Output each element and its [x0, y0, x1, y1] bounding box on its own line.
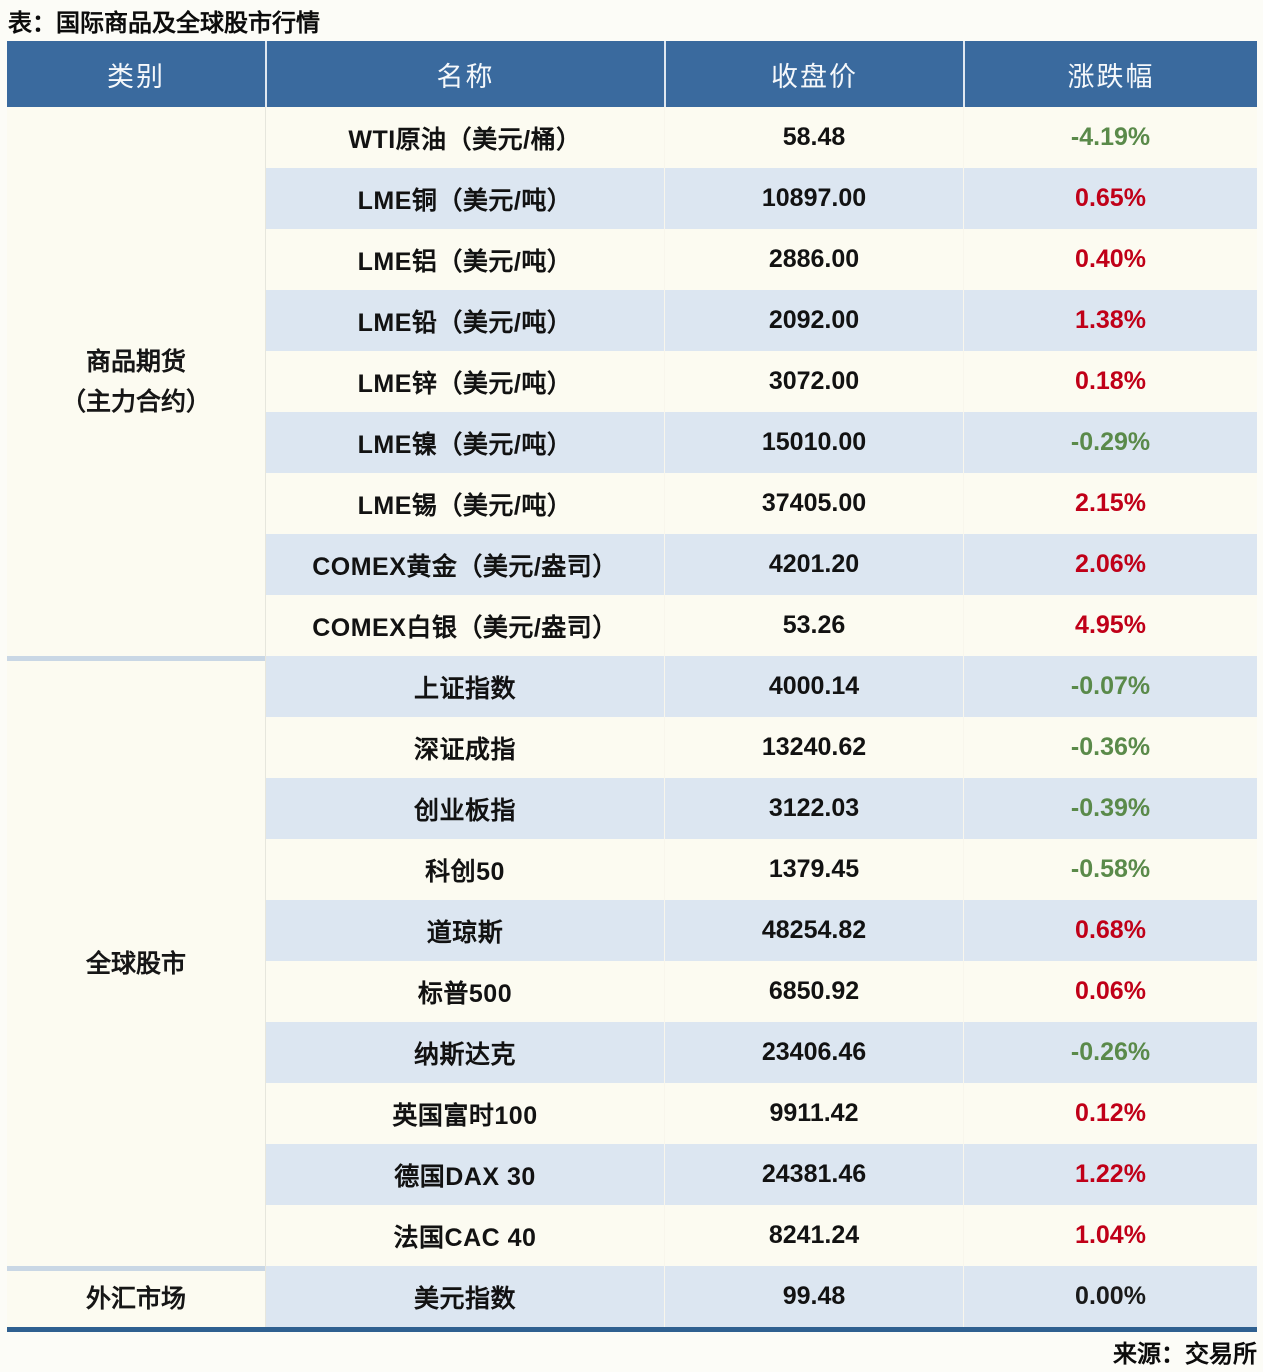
- table-row: 科创50 1379.45 -0.58%: [266, 839, 1257, 900]
- change-percent-cell: 1.38%: [963, 290, 1257, 351]
- table-row: 道琼斯 48254.82 0.68%: [266, 900, 1257, 961]
- close-price-cell: 6850.92: [664, 961, 963, 1022]
- change-percent-cell: -0.29%: [963, 412, 1257, 473]
- change-percent-cell: 2.15%: [963, 473, 1257, 534]
- name-cell: LME锌（美元/吨）: [357, 369, 573, 398]
- header-change: 涨跌幅: [963, 41, 1257, 107]
- name-cell: 创业板指: [413, 796, 516, 825]
- change-percent-cell: -0.58%: [963, 839, 1257, 900]
- table-row: COMEX白银（美元/盎司） 53.26 4.95%: [266, 595, 1257, 656]
- header-close: 收盘价: [664, 41, 963, 107]
- name-cell: 科创50: [425, 857, 505, 886]
- close-price-cell: 53.26: [664, 595, 963, 656]
- name-cell: LME镍（美元/吨）: [357, 430, 573, 459]
- name-cell: COMEX白银（美元/盎司）: [312, 613, 618, 642]
- table-row: 纳斯达克 23406.46 -0.26%: [266, 1022, 1257, 1083]
- table-rows: WTI原油（美元/桶） 58.48 -4.19% LME铜（美元/吨） 10897.00…: [265, 107, 1257, 1327]
- category-cell: 全球股市: [7, 656, 265, 1266]
- table-row: 法国CAC 40 8241.24 1.04%: [266, 1205, 1257, 1266]
- table-row: LME锌（美元/吨） 3072.00 0.18%: [266, 351, 1257, 412]
- close-price-cell: 2092.00: [664, 290, 963, 351]
- close-price-cell: 24381.46: [664, 1144, 963, 1205]
- table-row: LME镍（美元/吨） 15010.00 -0.29%: [266, 412, 1257, 473]
- name-cell: LME铅（美元/吨）: [357, 308, 573, 337]
- close-price-cell: 23406.46: [664, 1022, 963, 1083]
- close-price-cell: 37405.00: [664, 473, 963, 534]
- close-price-cell: 3122.03: [664, 778, 963, 839]
- table-row: LME锡（美元/吨） 37405.00 2.15%: [266, 473, 1257, 534]
- name-cell: 道琼斯: [426, 918, 504, 947]
- table-header: 类别 名称 收盘价 涨跌幅: [7, 41, 1257, 107]
- close-price-cell: 99.48: [664, 1266, 963, 1327]
- category-cell: 外汇市场: [7, 1266, 265, 1327]
- change-percent-cell: 0.12%: [963, 1083, 1257, 1144]
- close-price-cell: 8241.24: [664, 1205, 963, 1266]
- name-cell: 美元指数: [413, 1284, 516, 1313]
- change-percent-cell: -0.39%: [963, 778, 1257, 839]
- table-row: WTI原油（美元/桶） 58.48 -4.19%: [266, 107, 1257, 168]
- name-cell: LME铝（美元/吨）: [357, 247, 573, 276]
- table-row: 深证成指 13240.62 -0.36%: [266, 717, 1257, 778]
- category-column: 商品期货 （主力合约） 全球股市外汇市场: [7, 107, 265, 1327]
- close-price-cell: 15010.00: [664, 412, 963, 473]
- change-percent-cell: 4.95%: [963, 595, 1257, 656]
- close-price-cell: 13240.62: [664, 717, 963, 778]
- change-percent-cell: 2.06%: [963, 534, 1257, 595]
- close-price-cell: 58.48: [664, 107, 963, 168]
- close-price-cell: 10897.00: [664, 168, 963, 229]
- category-label: 全球股市: [85, 949, 186, 978]
- table-body: 商品期货 （主力合约） 全球股市外汇市场 WTI原油（美元/桶） 58.48 -4.19…: [7, 107, 1257, 1327]
- category-cell: 商品期货 （主力合约）: [7, 107, 265, 656]
- change-percent-cell: 1.22%: [963, 1144, 1257, 1205]
- table-row: LME铜（美元/吨） 10897.00 0.65%: [266, 168, 1257, 229]
- category-label: （主力合约）: [60, 387, 211, 416]
- name-cell: LME铜（美元/吨）: [357, 186, 573, 215]
- close-price-cell: 9911.42: [664, 1083, 963, 1144]
- table-row: LME铅（美元/吨） 2092.00 1.38%: [266, 290, 1257, 351]
- table-row: 英国富时100 9911.42 0.12%: [266, 1083, 1257, 1144]
- change-percent-cell: 0.68%: [963, 900, 1257, 961]
- change-percent-cell: -0.26%: [963, 1022, 1257, 1083]
- name-cell: LME锡（美元/吨）: [357, 491, 573, 520]
- header-category: 类别: [107, 61, 165, 92]
- close-price-cell: 1379.45: [664, 839, 963, 900]
- table-row: 创业板指 3122.03 -0.39%: [266, 778, 1257, 839]
- category-label: 商品期货: [85, 347, 186, 376]
- name-cell: 法国CAC 40: [393, 1223, 537, 1252]
- table-row: LME铝（美元/吨） 2886.00 0.40%: [266, 229, 1257, 290]
- close-price-cell: 4000.14: [664, 656, 963, 717]
- name-cell: 深证成指: [413, 735, 516, 764]
- market-table: 类别 名称 收盘价 涨跌幅 商品期货 （主力合约） 全球股市外汇市场 WTI原油（美…: [7, 41, 1257, 1332]
- change-percent-cell: 0.18%: [963, 351, 1257, 412]
- change-percent-cell: -4.19%: [963, 107, 1257, 168]
- name-cell: COMEX黄金（美元/盎司）: [312, 552, 618, 581]
- name-cell: WTI原油（美元/桶）: [348, 125, 582, 154]
- change-percent-cell: 0.65%: [963, 168, 1257, 229]
- change-percent-cell: 0.06%: [963, 961, 1257, 1022]
- name-cell: 德国DAX 30: [394, 1162, 536, 1191]
- close-price-cell: 48254.82: [664, 900, 963, 961]
- category-label: 外汇市场: [85, 1285, 186, 1313]
- name-cell: 标普500: [417, 979, 513, 1008]
- change-percent-cell: 0.00%: [963, 1266, 1257, 1327]
- source-note: 来源：交易所: [1113, 1341, 1257, 1368]
- name-cell: 上证指数: [413, 674, 516, 703]
- name-cell: 英国富时100: [392, 1101, 538, 1130]
- close-price-cell: 3072.00: [664, 351, 963, 412]
- name-cell: 纳斯达克: [413, 1040, 516, 1069]
- table-row: COMEX黄金（美元/盎司） 4201.20 2.06%: [266, 534, 1257, 595]
- change-percent-cell: 0.40%: [963, 229, 1257, 290]
- change-percent-cell: -0.07%: [963, 656, 1257, 717]
- header-name: 名称: [265, 41, 664, 107]
- page-title: 表：国际商品及全球股市行情: [8, 10, 320, 37]
- table-row: 上证指数 4000.14 -0.07%: [266, 656, 1257, 717]
- table-row: 德国DAX 30 24381.46 1.22%: [266, 1144, 1257, 1205]
- table-row: 美元指数 99.48 0.00%: [266, 1266, 1257, 1327]
- change-percent-cell: 1.04%: [963, 1205, 1257, 1266]
- table-row: 标普500 6850.92 0.06%: [266, 961, 1257, 1022]
- close-price-cell: 2886.00: [664, 229, 963, 290]
- close-price-cell: 4201.20: [664, 534, 963, 595]
- change-percent-cell: -0.36%: [963, 717, 1257, 778]
